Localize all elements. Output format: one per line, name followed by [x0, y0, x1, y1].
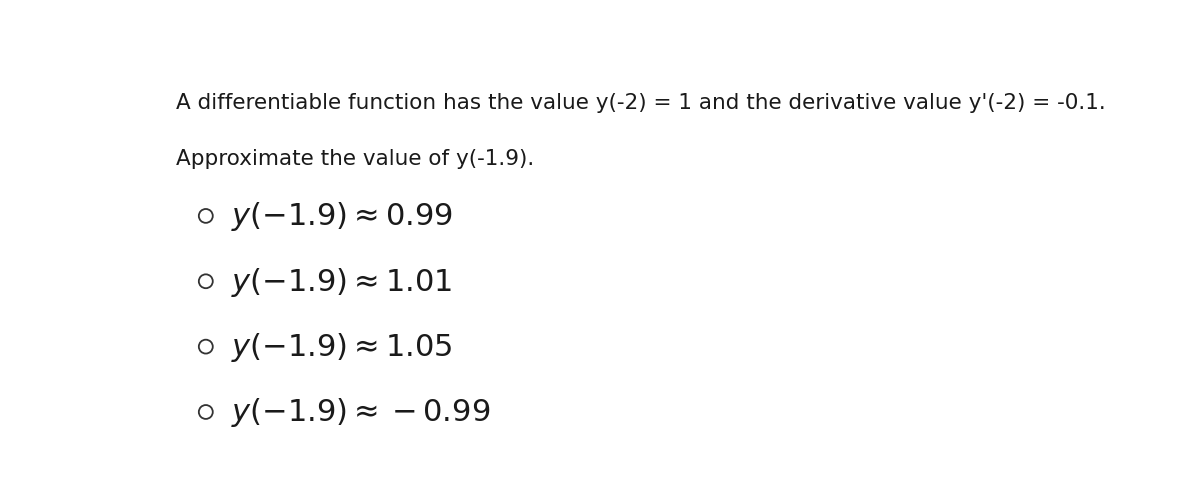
Text: $y(-1.9) \approx 0.99$: $y(-1.9) \approx 0.99$: [232, 200, 454, 233]
Text: $y(-1.9) \approx 1.05$: $y(-1.9) \approx 1.05$: [232, 331, 452, 363]
Text: $y(-1.9) \approx -0.99$: $y(-1.9) \approx -0.99$: [232, 395, 491, 429]
Text: $y(-1.9) \approx 1.01$: $y(-1.9) \approx 1.01$: [232, 265, 452, 298]
Text: A differentiable function has the value y(-2) = 1 and the derivative value y'(-2: A differentiable function has the value …: [176, 93, 1105, 113]
Text: Approximate the value of y(-1.9).: Approximate the value of y(-1.9).: [176, 149, 534, 169]
